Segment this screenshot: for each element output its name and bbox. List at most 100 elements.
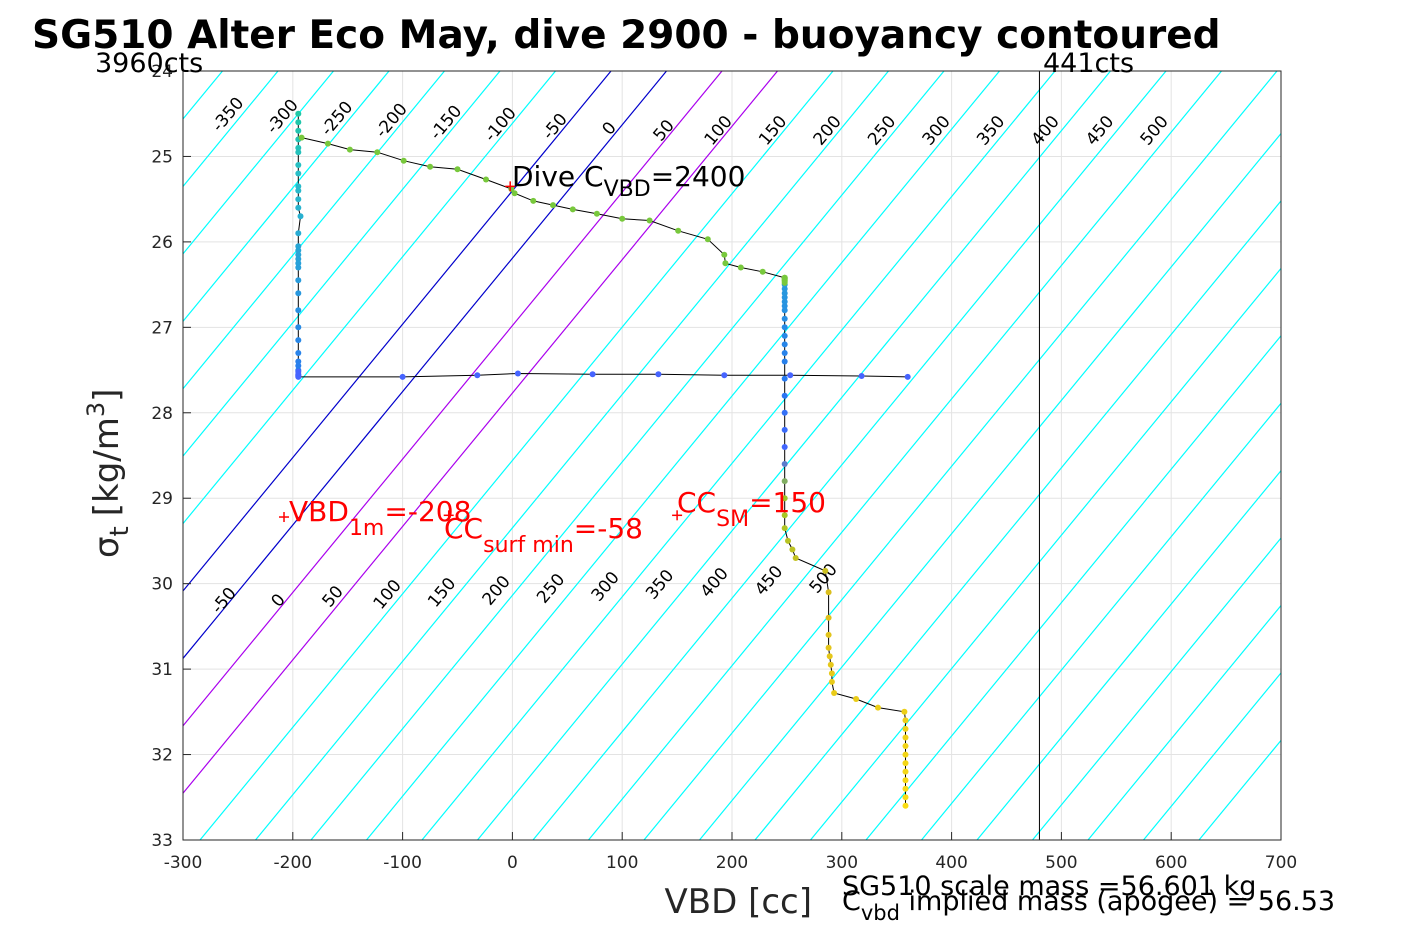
profile-point	[903, 735, 909, 741]
profile-point	[675, 228, 681, 234]
profile-point	[295, 290, 301, 296]
profile-point	[295, 196, 301, 202]
profile-point	[483, 177, 489, 183]
profile-point	[782, 410, 788, 416]
svg-text:σt[kg/m3]: σt[kg/m3]	[82, 389, 135, 558]
x-tick-label: 0	[507, 853, 518, 873]
y-label-units: [kg/m	[87, 417, 127, 516]
x-tick-label: 400	[935, 853, 967, 873]
profile-point	[455, 166, 461, 172]
y-tick-label: 30	[151, 575, 173, 595]
y-label-exp: 3	[82, 402, 110, 417]
profile-point	[295, 324, 301, 330]
x-tick-label: 500	[1045, 853, 1077, 873]
profile-point	[782, 275, 788, 281]
y-tick-label: 29	[151, 489, 173, 509]
profile-point	[903, 726, 909, 732]
profile-point	[903, 777, 909, 783]
profile-point	[782, 359, 788, 365]
profile-point	[401, 158, 407, 164]
profile-point	[826, 589, 832, 595]
y-tick-label: 28	[151, 404, 173, 424]
x-tick-label: 600	[1155, 853, 1187, 873]
profile-point	[400, 374, 406, 380]
profile-point	[793, 555, 799, 561]
contour-line	[0, 71, 1, 840]
profile-point	[903, 717, 909, 723]
profile-point	[782, 444, 788, 450]
profile-point	[550, 202, 556, 208]
profile-point	[295, 230, 301, 236]
profile-point	[427, 164, 433, 170]
profile-point	[829, 670, 835, 676]
x-axis-label: VBD [cc]	[665, 882, 813, 922]
profile-point	[760, 269, 766, 275]
footer-line-2: Cvbd implied mass (apogee) = 56.53	[842, 886, 1335, 925]
profile-point	[722, 260, 728, 266]
profile-point	[738, 265, 744, 271]
profile-point	[829, 679, 835, 685]
profile-point	[903, 803, 909, 809]
profile-point	[903, 743, 909, 749]
y-tick-label: 32	[151, 746, 173, 766]
profile-point	[782, 333, 788, 339]
profile-point	[295, 188, 301, 194]
profile-point	[785, 538, 791, 544]
profile-point	[295, 205, 301, 211]
profile-point	[782, 350, 788, 356]
profile-point	[619, 216, 625, 222]
profile-point	[782, 393, 788, 399]
profile-point	[295, 374, 301, 380]
x-tick-label: 300	[826, 853, 858, 873]
profile-point	[828, 662, 834, 668]
x-tick-label: -100	[383, 853, 422, 873]
profile-point	[853, 696, 859, 702]
x-tick-label: -200	[274, 853, 313, 873]
profile-point	[295, 350, 301, 356]
profile-point	[905, 374, 911, 380]
y-tick-label: 25	[151, 147, 173, 167]
profile-point	[295, 307, 301, 313]
profile-point	[347, 147, 353, 153]
x-tick-label: 200	[716, 853, 748, 873]
contour-line	[0, 71, 56, 840]
profile-point	[903, 786, 909, 792]
y-label-close: ]	[87, 389, 127, 402]
x-tick-label: 100	[606, 853, 638, 873]
profile-point	[826, 615, 832, 621]
profile-point	[705, 236, 711, 242]
profile-point	[782, 478, 788, 484]
profile-point	[474, 372, 480, 378]
profile-point	[570, 206, 576, 212]
x-tick-label: -300	[164, 853, 203, 873]
profile-point	[295, 277, 301, 283]
profile-point	[295, 265, 301, 271]
profile-point	[831, 690, 837, 696]
profile-point	[295, 128, 301, 134]
profile-point	[782, 324, 788, 330]
profile-point	[826, 632, 832, 638]
profile-point	[655, 371, 661, 377]
profile-point	[374, 149, 380, 155]
profile-point	[782, 316, 788, 322]
profile-point	[299, 135, 305, 141]
contour-line	[0, 71, 167, 840]
profile-point	[782, 427, 788, 433]
profile-point	[789, 547, 795, 553]
profile-point	[901, 709, 907, 715]
y-axis-label: σt[kg/m3]	[82, 389, 135, 558]
y-label-sub: t	[105, 526, 135, 536]
profile-point	[295, 119, 301, 125]
profile-point	[530, 198, 536, 204]
y-tick-label: 26	[151, 233, 173, 253]
profile-point	[875, 705, 881, 711]
profile-point	[903, 760, 909, 766]
profile-point	[295, 162, 301, 168]
profile-point	[782, 461, 788, 467]
corner-label-left: 3960cts	[95, 48, 203, 79]
profile-point	[721, 252, 727, 258]
profile-point	[515, 371, 521, 377]
profile-point	[903, 769, 909, 775]
